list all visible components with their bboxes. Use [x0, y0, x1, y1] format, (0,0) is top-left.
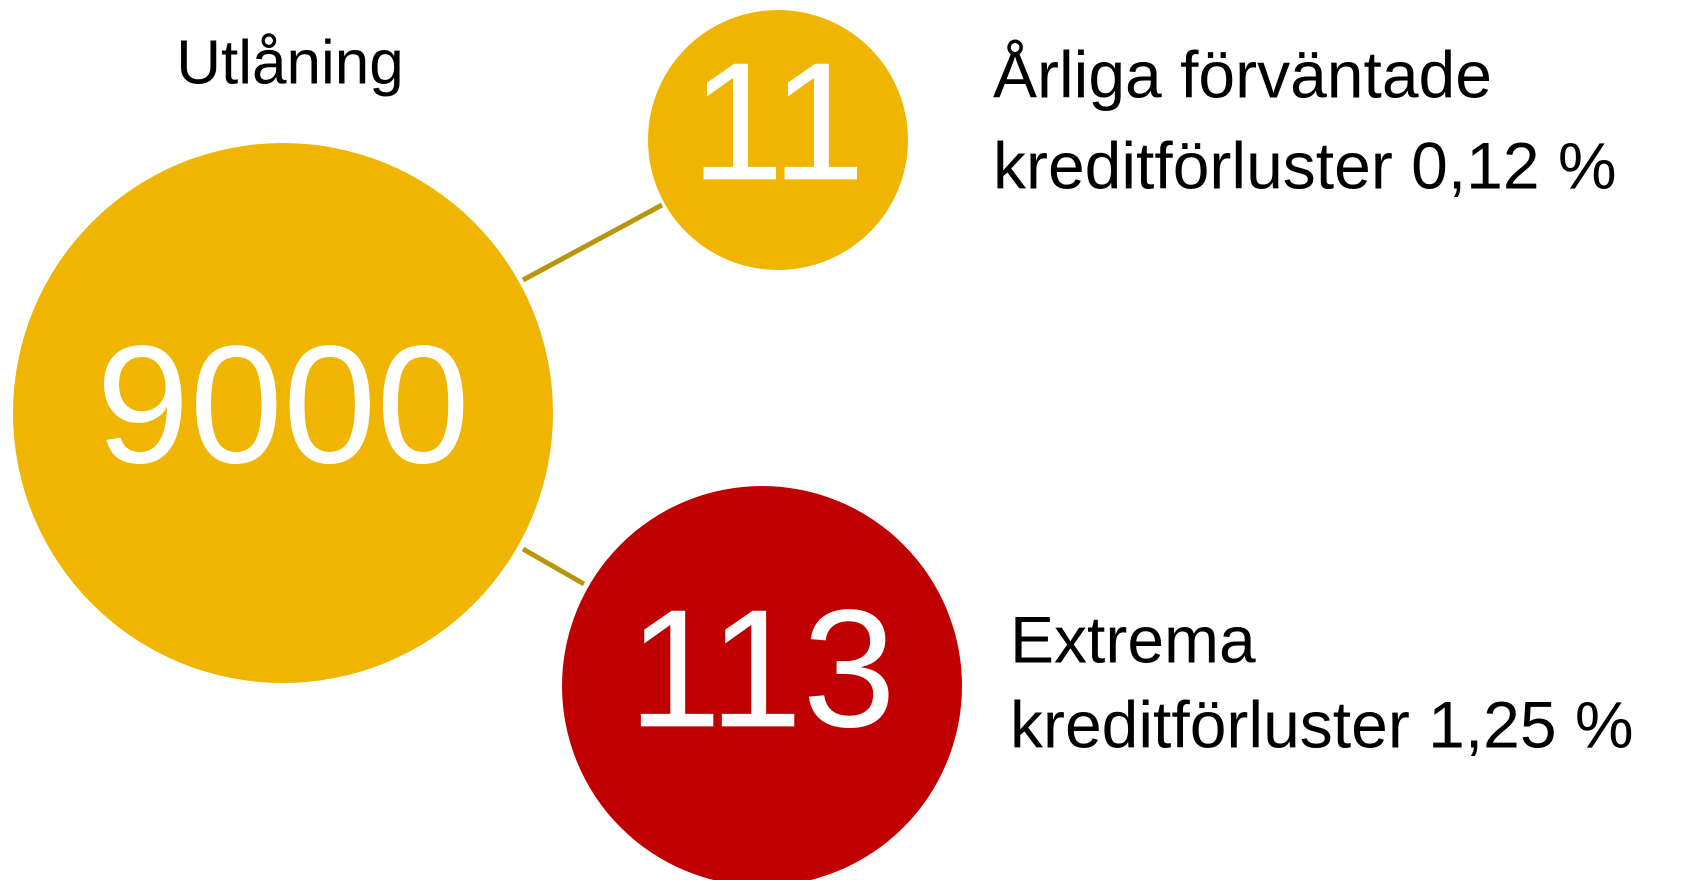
title: Utlåning	[176, 28, 403, 97]
node-value: 113	[628, 574, 896, 762]
connector	[521, 546, 586, 587]
expected-loss-circle	[648, 10, 908, 270]
node-label: kreditförluster 0,12 %	[993, 128, 1617, 202]
node-value: 9000	[96, 310, 470, 498]
node-value: 11	[691, 27, 865, 215]
loan-circle	[13, 143, 553, 683]
node-label: Extrema	[1010, 602, 1256, 676]
extreme-loss-circle	[562, 486, 962, 880]
node-label: Årliga förväntade	[993, 37, 1492, 111]
connector	[521, 202, 664, 283]
node-label: kreditförluster 1,25 %	[1010, 687, 1634, 761]
